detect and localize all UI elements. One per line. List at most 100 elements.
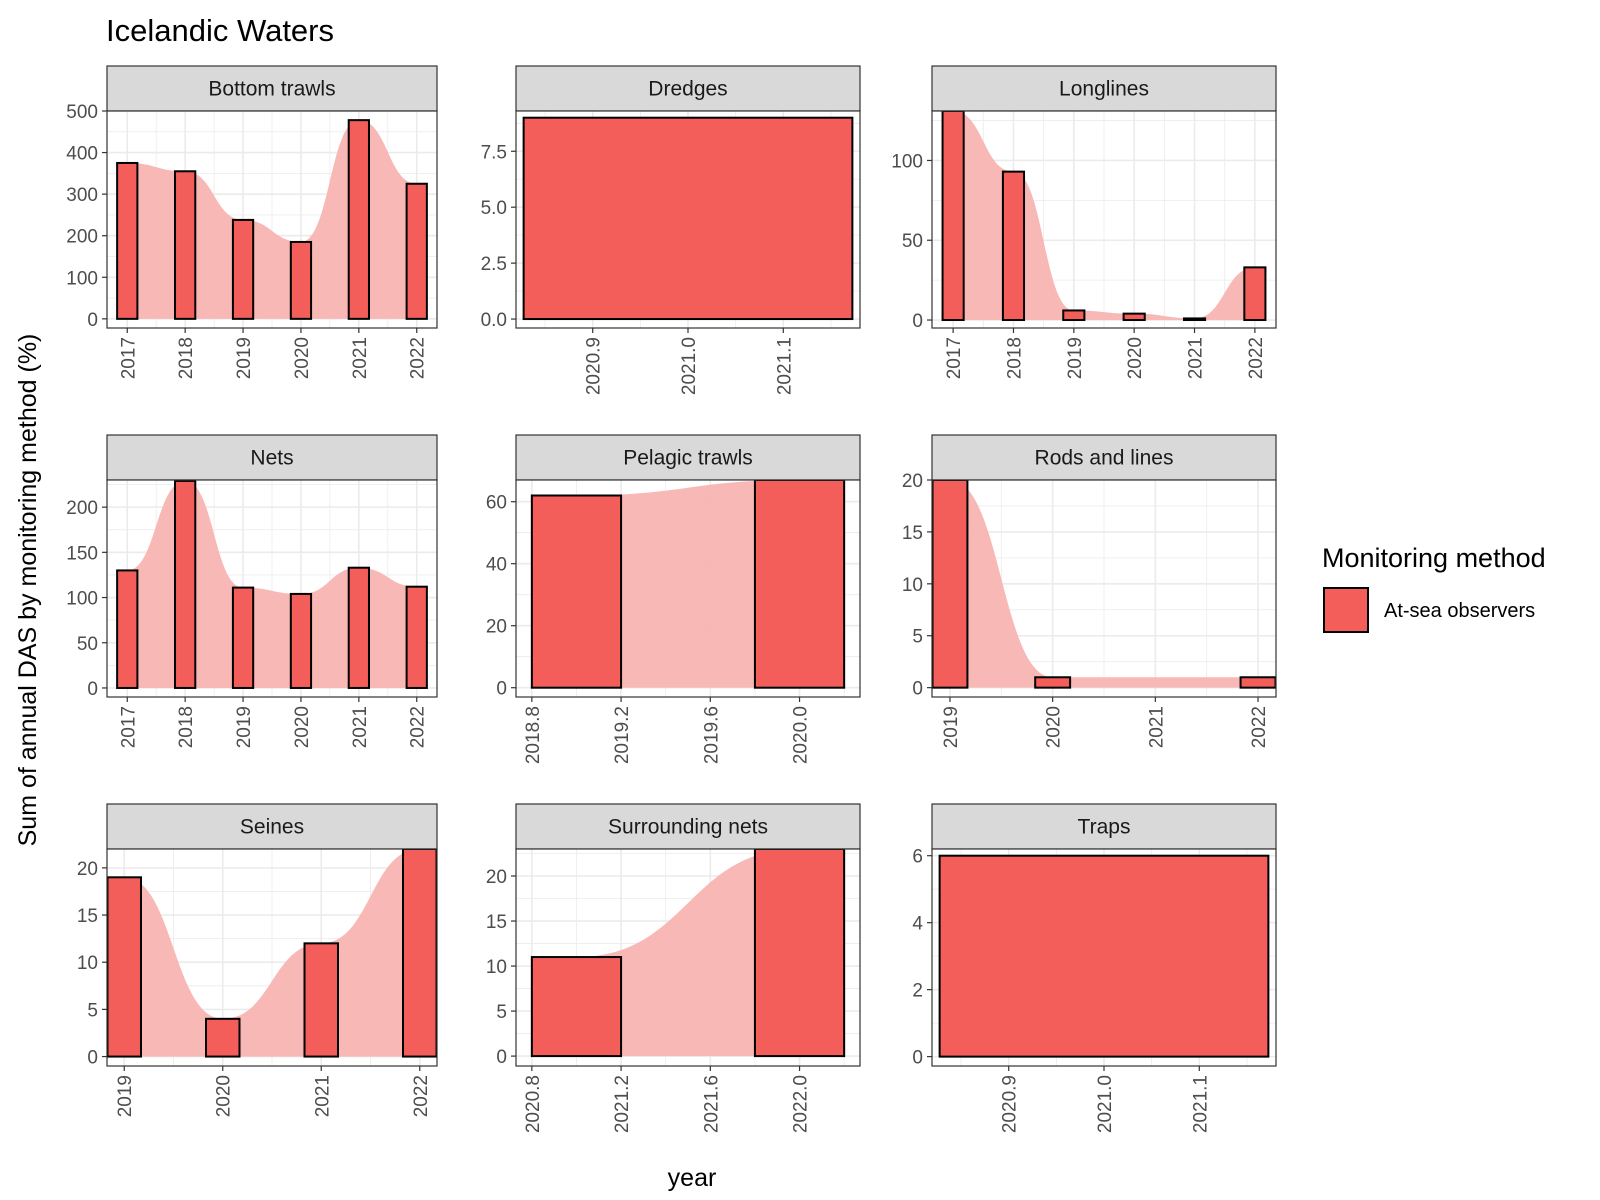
bar-longlines-2019 [1062,309,1086,322]
panel-plot-area [516,849,860,1066]
x-tick-label: 2019 [234,706,255,748]
y-tick-label: 50 [902,231,923,252]
facet-bottom-trawls: Bottom trawls 0 100 200 300 400 500 2017 2018 201… [66,65,438,379]
y-tick-label: 20 [902,471,923,492]
x-tick-label: 2017 [118,337,139,379]
bar-seines-2020 [205,1017,241,1058]
bar-bottom-trawls-2020 [289,240,313,320]
y-tick-label: 0.0 [481,310,507,331]
panel-border [931,110,1277,329]
facet-dredges: Dredges 0.0 2.5 5.0 7.5 2020.9 2021.0 2021.1 [481,65,861,395]
facet-strip-label: Surrounding nets [608,816,768,839]
x-axis-title: year [668,1164,717,1192]
y-tick-label: 400 [66,144,98,165]
smoothed-area [107,849,437,1057]
facet-traps: Traps 0 2 4 6 2020.9 2021.0 2021.1 [912,803,1277,1133]
facet-strip-label: Traps [1078,816,1131,839]
facet-longlines: Longlines 0 50 100 2017 2018 2019 2020 2021 2022 [891,65,1277,379]
y-tick-label: 10 [77,953,98,974]
y-tick-label: 6 [912,847,923,868]
bar-nets-2018 [174,480,197,689]
y-tick-label: 200 [66,498,98,519]
y-tick-label: 15 [486,912,507,933]
x-tick-label: 2019.2 [612,706,633,764]
facet-pelagic-trawls: Pelagic trawls 0 20 40 60 2018.8 2019.2 2019.6 2… [486,434,861,764]
y-tick-label: 10 [902,575,923,596]
panel-plot-area [107,480,437,697]
x-tick-label: 2019 [1065,337,1086,379]
x-tick-label: 2022 [1246,337,1267,379]
y-tick-label: 0 [87,310,98,331]
x-tick-label: 2021.0 [679,337,700,395]
bar-longlines-2018 [1001,170,1026,322]
bar-seines-2022 [402,849,437,1058]
y-tick-label: 15 [77,906,98,927]
bar-seines-2021 [303,942,340,1058]
y-tick-label: 10 [486,957,507,978]
x-tick-label: 2020 [1044,706,1065,748]
y-tick-label: 0 [912,1048,923,1069]
panel-plot-area [932,849,1276,1066]
facet-nets: Nets 0 50 100 150 200 2017 2018 2019 2020 2021 2022 [66,434,438,748]
bar-longlines-2022 [1243,266,1267,322]
y-tick-label: 20 [486,617,507,638]
bar-dredges-2021 [522,116,854,321]
panel-border [106,479,438,698]
panel-plot-area [107,111,437,328]
legend-key-at-sea-observers [1323,587,1369,633]
facet-strip-label: Longlines [1059,78,1149,101]
y-tick-label: 0 [496,679,507,700]
x-tick-label: 2019 [234,337,255,379]
facet-strip-label: Bottom trawls [208,78,335,101]
panel-plot-area [107,849,437,1066]
bar-nets-2017 [116,569,139,689]
x-tick-label: 2022 [408,706,429,748]
facet-strip-label: Rods and lines [1035,447,1174,470]
y-tick-label: 300 [66,185,98,206]
x-tick-label: 2022 [1249,706,1270,748]
y-tick-label: 15 [902,523,923,544]
y-tick-label: 5.0 [481,198,507,219]
x-tick-label: 2019 [115,1075,136,1117]
panel-border [931,479,1277,698]
x-tick-label: 2020.8 [523,1075,544,1133]
y-tick-label: 40 [486,555,507,576]
facet-strip [931,65,1277,112]
bar-nets-2022 [405,585,428,689]
y-tick-label: 5 [912,627,923,648]
y-axis-title: Sum of annual DAS by monitoring method (… [14,334,42,847]
x-tick-label: 2020 [292,706,313,748]
y-tick-label: 2.5 [481,254,507,275]
x-tick-label: 2022.0 [791,1075,812,1133]
x-tick-label: 2021 [312,1075,333,1117]
bar-longlines-2017 [941,111,965,322]
facet-strip [106,434,438,481]
facet-strip [515,434,861,481]
bar-nets-2021 [347,566,370,689]
bar-pelagic-trawls-2020 [753,480,846,689]
x-tick-label: 2020 [1125,337,1146,379]
y-tick-label: 0 [496,1047,507,1068]
facet-strip [931,803,1277,850]
x-tick-label: 2018 [176,706,197,748]
y-tick-label: 4 [912,914,923,935]
panel-border [515,479,861,698]
y-tick-label: 2 [912,981,923,1002]
panel-plot-area [516,111,860,328]
facet-seines: Seines 0 5 10 15 20 2019 2020 2021 2022 [77,803,438,1117]
x-tick-label: 2021.0 [1095,1075,1116,1133]
x-tick-label: 2021.1 [1190,1075,1211,1133]
x-tick-label: 2021.2 [612,1075,633,1133]
x-tick-label: 2022 [408,337,429,379]
facet-surrounding-nets: Surrounding nets 0 5 10 15 20 2020.8 2021.2 2021… [486,803,861,1133]
y-tick-label: 150 [66,543,98,564]
panel-border [106,848,438,1067]
bar-rods-and-lines-2022 [1239,676,1276,689]
bar-nets-2019 [231,586,255,689]
x-tick-label: 2021 [350,337,371,379]
legend-label-at-sea-observers: At-sea observers [1384,600,1535,622]
bar-bottom-trawls-2018 [174,170,197,320]
bar-bottom-trawls-2019 [231,218,255,320]
bar-rods-and-lines-2019 [932,480,969,689]
bar-bottom-trawls-2022 [405,182,428,320]
